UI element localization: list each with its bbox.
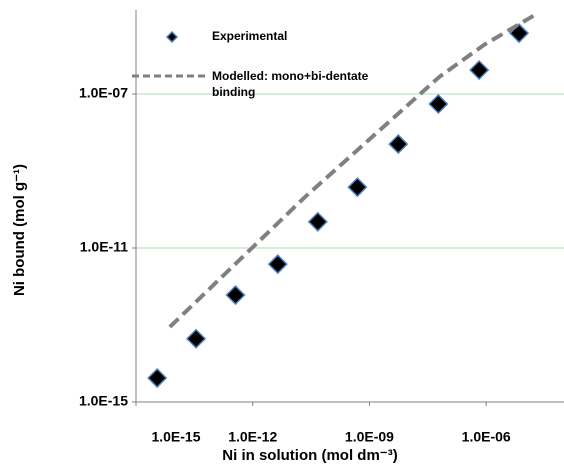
x-axis-title: Ni in solution (mol dm⁻³) — [222, 447, 397, 464]
y-tick-label: 1.0E-15 — [79, 393, 128, 409]
x-tick-label: 1.0E-12 — [228, 429, 277, 445]
data-point — [225, 284, 246, 306]
data-point — [186, 328, 207, 349]
data-point — [307, 211, 328, 232]
y-tick-label: 1.0E-11 — [80, 239, 128, 255]
x-tick-label: 1.0E-15 — [151, 429, 200, 445]
y-tick-label: 1.0E-07 — [79, 85, 128, 101]
data-point — [267, 254, 288, 275]
legend-marker — [165, 30, 179, 44]
data-point — [388, 134, 409, 155]
x-tick-label: 1.0E-09 — [345, 429, 394, 445]
data-point — [428, 93, 449, 115]
data-point — [347, 177, 368, 198]
y-axis-title: Ni bound (mol g⁻¹) — [11, 164, 28, 296]
x-tick-label: 1.0E-06 — [462, 429, 511, 445]
legend-label: Modelled: mono+bi-dentate binding — [212, 69, 369, 99]
data-point — [469, 59, 490, 81]
data-point — [147, 367, 168, 389]
legend-label: Experimental — [212, 29, 288, 43]
model-line — [168, 13, 536, 329]
